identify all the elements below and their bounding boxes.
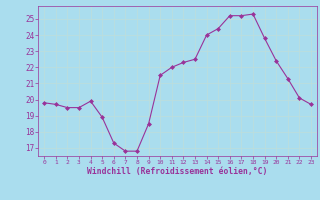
X-axis label: Windchill (Refroidissement éolien,°C): Windchill (Refroidissement éolien,°C) [87,167,268,176]
